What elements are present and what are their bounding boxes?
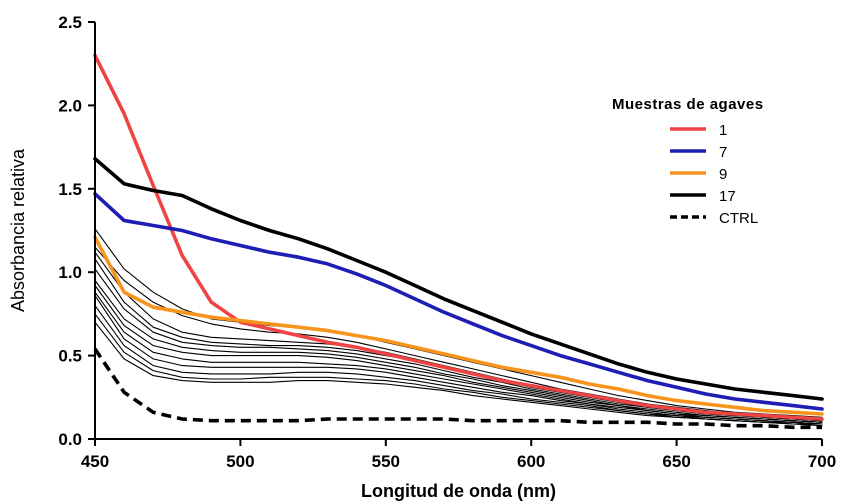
x-tick-label: 650 bbox=[662, 452, 690, 471]
legend-label: 9 bbox=[719, 166, 727, 183]
y-axis-ticks: 0.0 0.5 1.0 1.5 2.0 2.5 bbox=[58, 13, 95, 449]
series-line-sample-5 bbox=[94, 228, 823, 418]
plot-lines bbox=[93, 53, 824, 430]
y-tick-label: 0.0 bbox=[58, 430, 82, 449]
x-tick-label: 550 bbox=[372, 452, 400, 471]
series-line-9 bbox=[93, 235, 824, 416]
series-line-sample-16 bbox=[94, 321, 823, 427]
x-tick-label: 450 bbox=[81, 452, 109, 471]
x-tick-label: 600 bbox=[517, 452, 545, 471]
legend-label: CTRL bbox=[719, 210, 758, 227]
x-tick-label: 500 bbox=[226, 452, 254, 471]
legend-title: Muestras de agaves bbox=[612, 96, 764, 113]
axes bbox=[94, 22, 822, 440]
y-tick-label: 0.5 bbox=[58, 347, 82, 366]
legend-label: 1 bbox=[719, 122, 727, 139]
legend-label: 17 bbox=[719, 188, 736, 205]
y-tick-label: 1.5 bbox=[58, 180, 82, 199]
series-line-ctrl bbox=[93, 347, 822, 430]
series-line-1 bbox=[93, 53, 824, 421]
y-tick-label: 2.0 bbox=[58, 96, 82, 115]
x-axis-ticks: 450 500 550 600 650 700 bbox=[81, 439, 836, 471]
x-tick-label: 700 bbox=[808, 452, 836, 471]
series-line-17 bbox=[93, 157, 824, 401]
y-tick-label: 1.0 bbox=[58, 263, 82, 282]
series-line-7 bbox=[93, 192, 824, 411]
series-line-sample-11 bbox=[94, 284, 823, 423]
series-line-sample-10 bbox=[94, 279, 823, 423]
legend-label: 7 bbox=[719, 144, 727, 161]
y-tick-label: 2.5 bbox=[58, 13, 82, 32]
series-line-sample-13 bbox=[94, 295, 823, 425]
y-axis-title: Absorbancia relativa bbox=[8, 148, 28, 312]
x-axis-title: Longitud de onda (nm) bbox=[361, 481, 556, 501]
